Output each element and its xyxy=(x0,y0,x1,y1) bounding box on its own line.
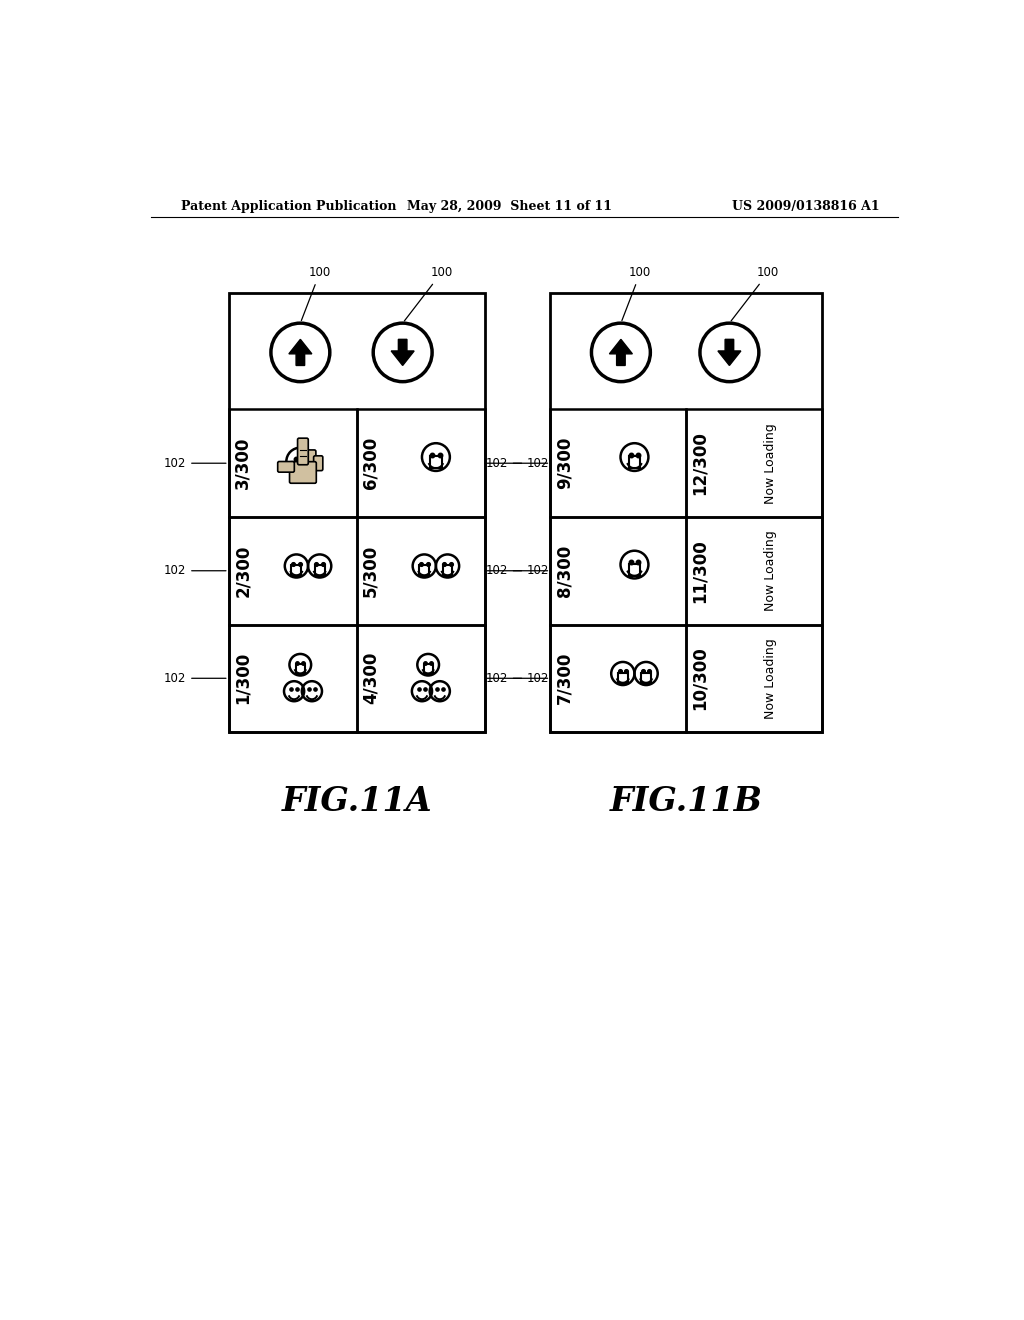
Text: 100: 100 xyxy=(404,267,453,321)
Bar xyxy=(550,293,821,733)
Bar xyxy=(228,409,356,517)
Text: 102: 102 xyxy=(487,457,550,470)
Polygon shape xyxy=(289,339,312,366)
Bar xyxy=(228,624,356,733)
Polygon shape xyxy=(609,339,633,366)
Polygon shape xyxy=(391,339,414,366)
Bar xyxy=(296,664,305,673)
Text: 2/300: 2/300 xyxy=(233,545,252,597)
Bar xyxy=(686,409,821,517)
Text: Now Loading: Now Loading xyxy=(764,531,776,611)
Text: 1/300: 1/300 xyxy=(233,652,252,705)
Text: 100: 100 xyxy=(622,267,651,321)
FancyBboxPatch shape xyxy=(290,462,316,483)
FancyBboxPatch shape xyxy=(298,438,308,465)
Text: 11/300: 11/300 xyxy=(691,539,709,603)
Text: 5/300: 5/300 xyxy=(361,545,380,597)
Bar xyxy=(228,293,484,733)
FancyBboxPatch shape xyxy=(313,455,323,471)
Bar xyxy=(550,624,686,733)
Text: 7/300: 7/300 xyxy=(555,652,573,705)
Text: 102: 102 xyxy=(487,672,550,685)
Text: 100: 100 xyxy=(301,267,331,321)
Text: 102: 102 xyxy=(164,672,226,685)
Text: 8/300: 8/300 xyxy=(555,545,573,597)
Bar xyxy=(228,517,356,624)
Bar xyxy=(629,564,640,576)
Text: 102: 102 xyxy=(164,564,226,577)
Bar xyxy=(356,409,484,517)
Text: US 2009/0138816 A1: US 2009/0138816 A1 xyxy=(732,199,880,213)
Bar xyxy=(641,673,651,682)
Bar xyxy=(550,409,686,517)
Bar xyxy=(356,517,484,624)
Text: 102: 102 xyxy=(485,564,548,577)
Bar xyxy=(424,664,433,673)
Text: 9/300: 9/300 xyxy=(555,437,573,490)
Bar xyxy=(356,624,484,733)
Text: 100: 100 xyxy=(731,267,779,321)
Bar xyxy=(292,565,301,576)
Text: 102: 102 xyxy=(485,457,548,470)
Text: 10/300: 10/300 xyxy=(691,647,709,710)
Bar xyxy=(686,624,821,733)
Text: Now Loading: Now Loading xyxy=(764,422,776,504)
Text: 12/300: 12/300 xyxy=(691,432,709,495)
Bar xyxy=(314,565,325,576)
Bar xyxy=(442,565,453,576)
Text: 102: 102 xyxy=(485,672,548,685)
Bar xyxy=(420,565,429,576)
FancyBboxPatch shape xyxy=(278,462,294,473)
Bar xyxy=(617,673,628,682)
Text: 3/300: 3/300 xyxy=(233,437,252,490)
Polygon shape xyxy=(718,339,741,366)
Text: 4/300: 4/300 xyxy=(361,652,380,705)
Text: May 28, 2009  Sheet 11 of 11: May 28, 2009 Sheet 11 of 11 xyxy=(407,199,612,213)
Bar xyxy=(430,455,441,469)
FancyBboxPatch shape xyxy=(306,450,315,469)
Bar xyxy=(629,455,640,469)
Text: FIG.11B: FIG.11B xyxy=(609,785,763,818)
Text: FIG.11A: FIG.11A xyxy=(282,785,432,818)
Text: Now Loading: Now Loading xyxy=(764,638,776,718)
Bar xyxy=(686,517,821,624)
Text: 102: 102 xyxy=(487,564,550,577)
Text: Patent Application Publication: Patent Application Publication xyxy=(180,199,396,213)
Text: 102: 102 xyxy=(164,457,226,470)
Bar xyxy=(550,517,686,624)
Text: 6/300: 6/300 xyxy=(361,437,380,490)
